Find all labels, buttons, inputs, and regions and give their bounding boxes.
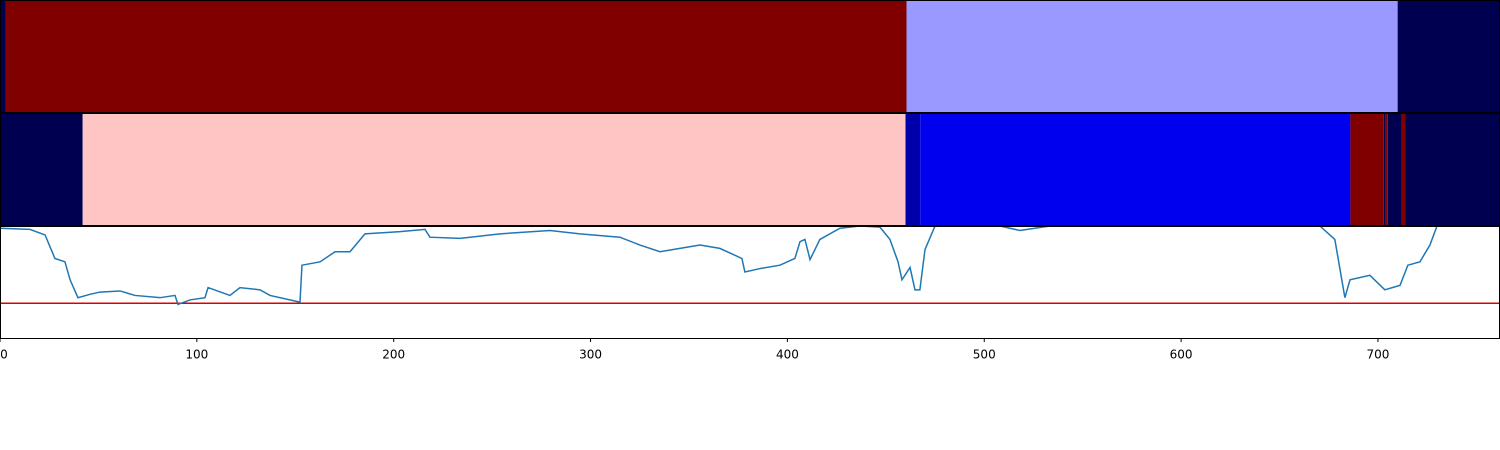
x-tick-label: 500: [973, 348, 996, 362]
x-tick-label: 100: [185, 348, 208, 362]
x-tick-label: 700: [1366, 348, 1389, 362]
segment: [1350, 113, 1384, 225]
series-line: [0, 226, 1500, 306]
segment: [906, 0, 1398, 112]
x-tick-label: 600: [1170, 348, 1193, 362]
segment: [905, 113, 921, 225]
x-tick-label: 0: [0, 348, 8, 362]
segment: [920, 113, 1351, 225]
segment: [1405, 113, 1500, 225]
segment: [1397, 0, 1500, 112]
segment: [1385, 113, 1388, 225]
x-tick-label: 300: [579, 348, 602, 362]
segment: [82, 113, 906, 225]
segment: [1387, 113, 1402, 225]
segment: [0, 0, 6, 112]
segment: [1383, 113, 1386, 225]
x-tick-label: 200: [382, 348, 405, 362]
segment: [5, 0, 907, 112]
panel-frame: [0, 226, 1500, 339]
x-tick-label: 400: [776, 348, 799, 362]
segment: [0, 113, 83, 225]
segment: [1401, 113, 1406, 225]
